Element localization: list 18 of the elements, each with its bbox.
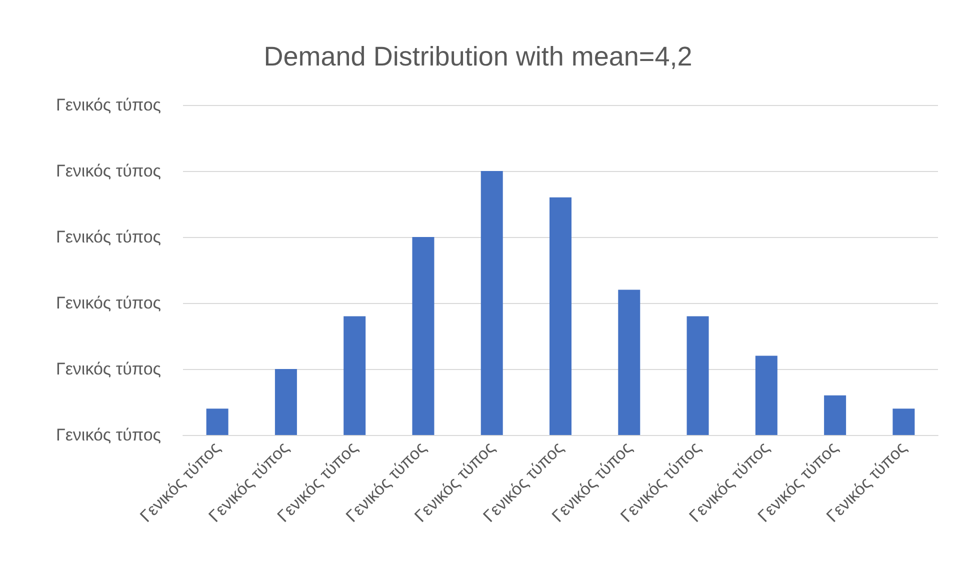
bar — [206, 408, 228, 435]
bar — [274, 369, 297, 435]
text: Γενικός τύπος — [56, 96, 161, 114]
text: Γενικός τύπος — [56, 162, 161, 180]
bar — [686, 316, 709, 435]
bar — [550, 197, 572, 435]
bar — [755, 356, 778, 435]
bar — [344, 316, 366, 435]
chart-title: Demand Distribution with mean=4,2 — [264, 42, 692, 72]
bar — [618, 290, 640, 435]
text: Γενικός τύπος — [56, 360, 161, 378]
text: Γενικός τύπος — [56, 228, 161, 246]
bar — [480, 171, 503, 435]
bar — [412, 237, 434, 435]
text: Γενικός τύπος — [56, 426, 161, 444]
bar — [892, 408, 915, 435]
text: Γενικός τύπος — [56, 294, 161, 312]
bar — [824, 395, 846, 435]
